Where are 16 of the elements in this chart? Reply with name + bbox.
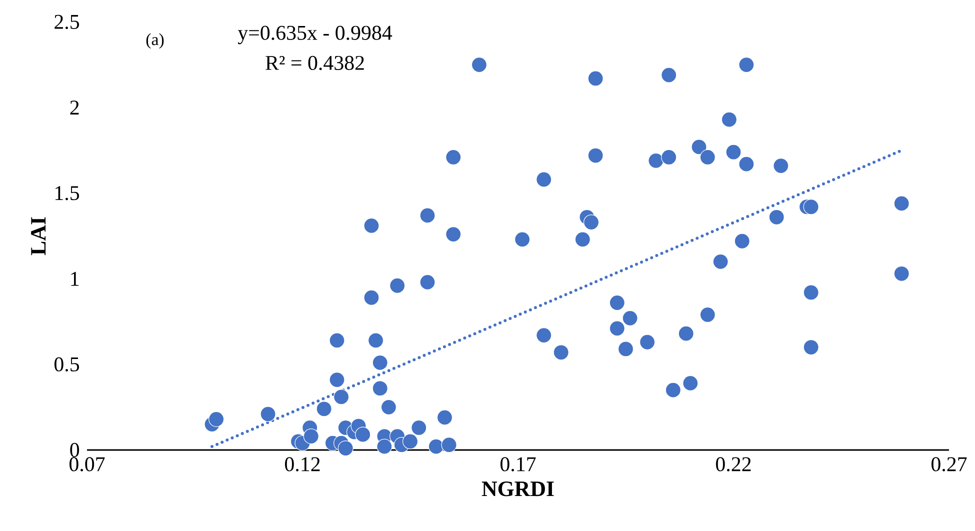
- y-tick-label: 2.5: [54, 14, 80, 30]
- y-tick-label: 0: [70, 442, 80, 458]
- x-axis-title: NGRDI: [482, 482, 554, 496]
- annotation: y=0.635x - 0.9984: [238, 26, 392, 44]
- y-tick-label: 1.5: [56, 186, 80, 200]
- y-tick-label: 0.5: [54, 357, 80, 372]
- y-tick-label: 1: [71, 272, 79, 286]
- y-tick-label: 2: [70, 100, 79, 115]
- x-tick-label: 0.12: [285, 457, 320, 472]
- annotation: (a): [146, 33, 164, 49]
- x-tick-label: 0.22: [716, 457, 751, 472]
- y-axis-title: LAI: [31, 217, 46, 256]
- x-tick-label: 0.07: [70, 457, 105, 472]
- annotation: R² = 0.4382: [266, 56, 364, 70]
- x-tick-label: 0.17: [500, 457, 536, 472]
- x-tick-label: 0.27: [932, 457, 967, 472]
